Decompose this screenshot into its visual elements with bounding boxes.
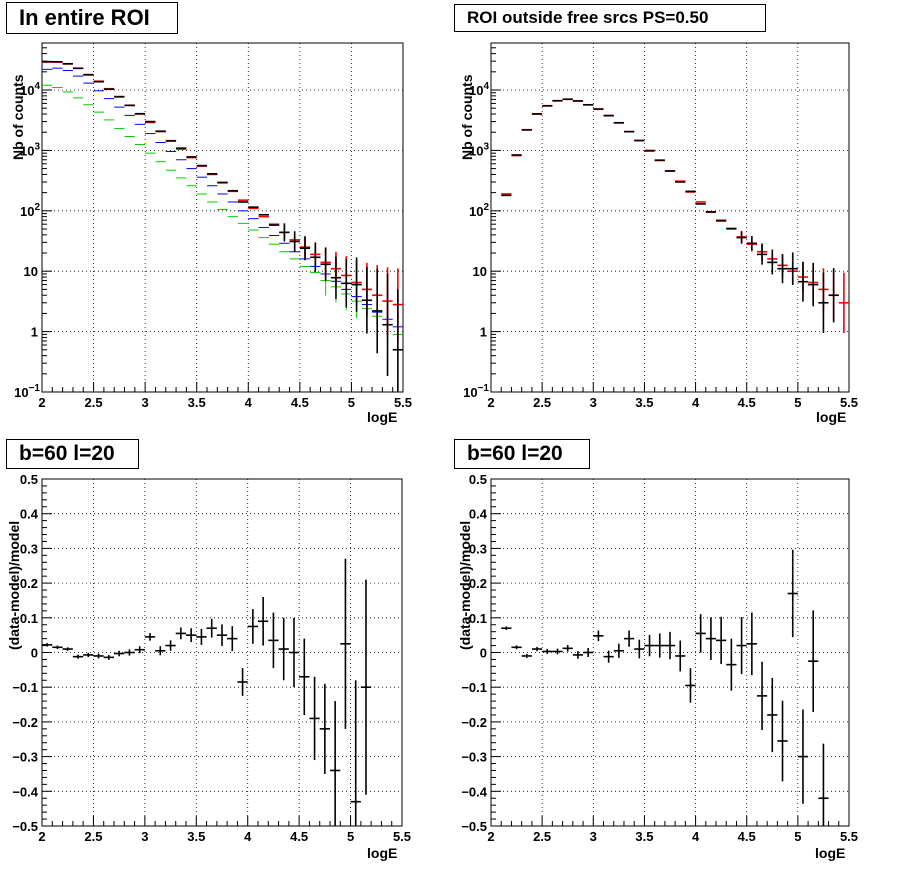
- y-tick-label: −0.2: [461, 715, 487, 730]
- grid: [491, 43, 849, 392]
- y-tick-label: 0.4: [20, 507, 39, 522]
- x-tick-label: 3.5: [187, 829, 205, 844]
- y-tick-label: 0.3: [20, 541, 38, 556]
- x-axis-title: logE: [367, 409, 398, 425]
- y-tick-label: −0.5: [12, 819, 38, 834]
- grid: [42, 43, 403, 392]
- x-tick-label: 2: [38, 395, 45, 410]
- x-tick-label: 2: [38, 829, 45, 844]
- y-tick-label: 0.1: [20, 611, 38, 626]
- y-axis-title: Nb of counts: [10, 74, 26, 160]
- y-axis-title: (data-model)/model: [6, 520, 22, 650]
- y-tick-label: −0.5: [461, 819, 487, 834]
- x-tick-label: 5.5: [840, 395, 858, 410]
- chart-title: In entire ROI: [6, 2, 178, 34]
- series-0: [501, 98, 849, 333]
- chart-svg-tl: 2 2.5 3 3.5 4 4.5 5 5.5 10−1 1 10 102 103 104: [14, 42, 412, 410]
- x-tick-label: 3: [142, 395, 149, 410]
- series-3: [42, 60, 403, 392]
- x-tick-label: 4: [692, 395, 700, 410]
- x-tick-label: 5.5: [394, 395, 412, 410]
- series-0: [501, 549, 829, 826]
- y-tick-label: −0.3: [12, 750, 38, 765]
- plot-frame: [490, 42, 850, 393]
- y-tick-label: −0.2: [12, 715, 38, 730]
- x-tick-label: 3.5: [188, 395, 206, 410]
- chart-title: ROI outside free srcs PS=0.50: [454, 4, 766, 32]
- series-0: [42, 558, 372, 826]
- x-tick-label: 4.5: [290, 829, 308, 844]
- x-tick-label: 4: [692, 829, 700, 844]
- y-tick-label: 0.2: [20, 576, 38, 591]
- y-axis-title: (data-model)/model: [457, 520, 473, 650]
- x-axis-title: logE: [367, 845, 398, 861]
- y-tick-label: 0.5: [469, 472, 487, 487]
- series-1: [42, 67, 403, 328]
- x-tick-label: 5: [348, 395, 355, 410]
- x-tick-label: 2: [487, 829, 494, 844]
- x-tick-label: 2.5: [533, 395, 551, 410]
- y-tick-label: 0.3: [469, 541, 487, 556]
- y-tick-label: 10: [24, 264, 38, 279]
- y-tick-label: −0.1: [12, 680, 38, 695]
- x-tick-label: 3: [141, 829, 148, 844]
- chart-svg-br: 2 2.5 3 3.5 4 4.5 5 5.5 −0.5 −0.4 −0.3 −0.2 −0.1 0 0.1…: [461, 472, 858, 844]
- plot-frame: [41, 42, 404, 393]
- y-tick-label: 103: [20, 141, 40, 158]
- x-tick-label: 4: [245, 395, 253, 410]
- y-tick-label: −0.1: [461, 680, 487, 695]
- y-tick-label: 0.4: [469, 507, 488, 522]
- y-tick-label: 104: [20, 81, 40, 98]
- chart-panel-residual-right: 2 2.5 3 3.5 4 4.5 5 5.5 −0.5 −0.4 −0.3 −0.2 −0.1 0 0.1…: [449, 435, 898, 871]
- chart-title: b=60 l=20: [6, 439, 139, 469]
- y-tick-label: 102: [20, 202, 40, 219]
- y-tick-label: −0.3: [461, 750, 487, 765]
- chart-title: b=60 l=20: [454, 439, 590, 469]
- x-tick-label: 3: [590, 829, 597, 844]
- chart-svg-bl: 2 2.5 3 3.5 4 4.5 5 5.5 −0.5 −0.4 −0.3 −0.2 −0.1 0 0.1…: [12, 472, 411, 844]
- chart-svg-tr: 2 2.5 3 3.5 4 4.5 5 5.5 10−1 1 10 102 103 104: [463, 42, 858, 410]
- y-tick-label: 102: [469, 202, 489, 219]
- x-tick-label: 3.5: [635, 829, 653, 844]
- x-tick-label: 5: [347, 829, 354, 844]
- x-tick-label: 2.5: [84, 829, 102, 844]
- x-tick-label: 5: [794, 395, 801, 410]
- series-1: [501, 98, 839, 333]
- y-tick-label: −0.4: [461, 784, 487, 799]
- x-axis-title: logE: [816, 409, 847, 425]
- x-tick-label: 5.5: [840, 829, 858, 844]
- y-tick-label: 103: [469, 141, 489, 158]
- y-tick-label: 1: [480, 325, 487, 340]
- y-tick-label: 10−1: [463, 383, 489, 400]
- x-tick-label: 3: [590, 395, 597, 410]
- chart-panel-entire-roi: 2 2.5 3 3.5 4 4.5 5 5.5 10−1 1 10 102 103 104 In enti…: [0, 0, 449, 435]
- y-tick-label: −0.4: [12, 784, 38, 799]
- x-tick-label: 2: [487, 395, 494, 410]
- y-tick-label: 0.5: [20, 472, 38, 487]
- x-tick-label: 4: [244, 829, 252, 844]
- x-tick-label: 2.5: [85, 395, 103, 410]
- y-tick-label: 0.1: [469, 611, 487, 626]
- x-tick-label: 5: [794, 829, 801, 844]
- chart-panel-roi-outside: 2 2.5 3 3.5 4 4.5 5 5.5 10−1 1 10 102 103 104 ROI out…: [449, 0, 898, 435]
- y-axis-title: Nb of counts: [459, 74, 475, 160]
- y-tick-label: 0: [480, 646, 487, 661]
- x-tick-label: 2.5: [533, 829, 551, 844]
- series-0: [42, 84, 403, 362]
- y-tick-label: 104: [469, 81, 489, 98]
- y-tick-label: 10−1: [14, 383, 40, 400]
- x-tick-label: 3.5: [635, 395, 653, 410]
- y-tick-label: 0.2: [469, 576, 487, 591]
- chart-panel-residual-left: 2 2.5 3 3.5 4 4.5 5 5.5 −0.5 −0.4 −0.3 −0.2 −0.1 0 0.1…: [0, 435, 449, 871]
- grid: [42, 479, 402, 826]
- x-axis-title: logE: [815, 845, 846, 861]
- x-tick-label: 4.5: [291, 395, 309, 410]
- series-2: [42, 61, 403, 341]
- x-tick-label: 4.5: [738, 395, 756, 410]
- x-tick-label: 5.5: [393, 829, 411, 844]
- y-tick-label: 0: [31, 646, 38, 661]
- y-tick-label: 1: [31, 325, 38, 340]
- y-tick-label: 10: [473, 264, 487, 279]
- x-tick-label: 4.5: [738, 829, 756, 844]
